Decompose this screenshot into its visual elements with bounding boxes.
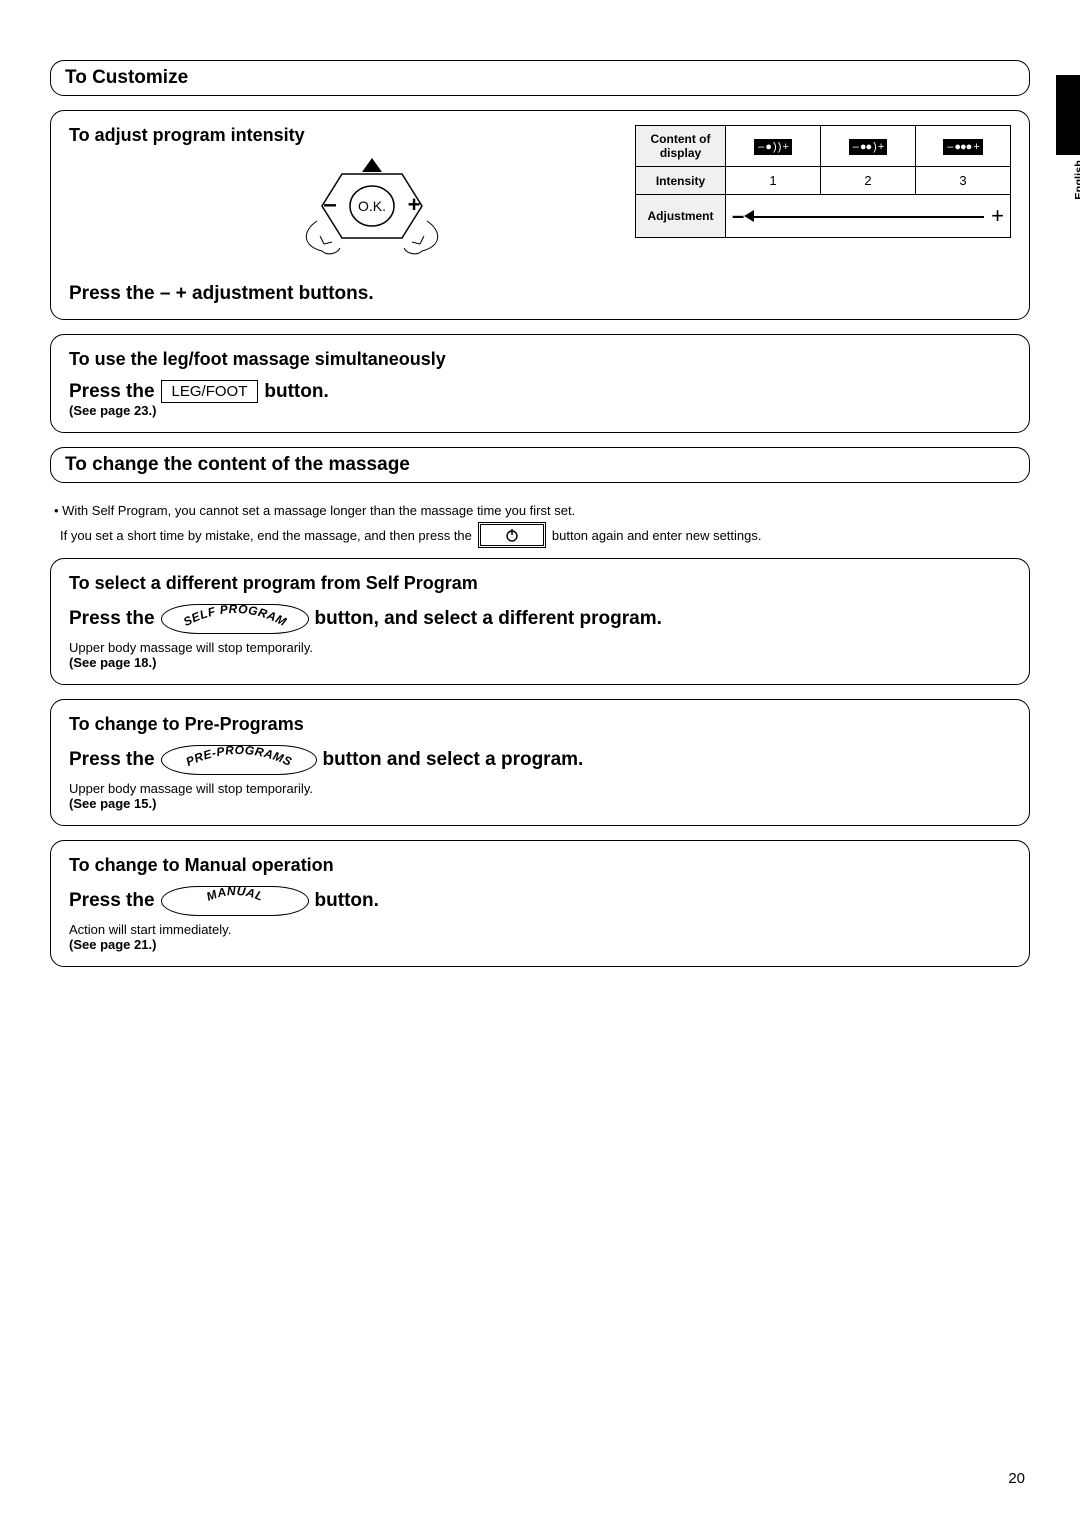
pre-programs-button[interactable]: PRE-PROGRAMS bbox=[161, 745, 317, 775]
intensity-value-2: 2 bbox=[821, 167, 916, 195]
self-program-press: Press the bbox=[69, 608, 155, 630]
pre-programs-heading: To change to Pre-Programs bbox=[69, 714, 1011, 735]
self-program-note: Upper body massage will stop temporarily… bbox=[69, 640, 1011, 655]
controller-illustration: O.K. – + bbox=[272, 156, 472, 266]
pre-programs-panel: To change to Pre-Programs Press the PRE-… bbox=[50, 699, 1030, 826]
intensity-heading: To adjust program intensity bbox=[69, 125, 635, 146]
manual-panel: To change to Manual operation Press the … bbox=[50, 840, 1030, 967]
svg-text:SELF PROGRAM: SELF PROGRAM bbox=[181, 605, 289, 629]
intensity-row-label: Intensity bbox=[636, 167, 726, 195]
manual-note: Action will start immediately. bbox=[69, 922, 1011, 937]
to-customize-title: To Customize bbox=[50, 60, 1030, 96]
intensity-panel: To adjust program intensity O.K. – + bbox=[50, 110, 1030, 320]
power-button[interactable] bbox=[478, 522, 546, 548]
adjustment-row-label: Adjustment bbox=[636, 195, 726, 238]
power-icon bbox=[505, 528, 519, 542]
svg-text:PRE-PROGRAMS: PRE-PROGRAMS bbox=[183, 746, 294, 769]
manual-press: Press the bbox=[69, 890, 155, 912]
change-note-2b: button again and enter new settings. bbox=[552, 528, 762, 543]
page-number: 20 bbox=[1008, 1470, 1025, 1487]
pre-programs-note: Upper body massage will stop temporarily… bbox=[69, 781, 1011, 796]
svg-text:MANUAL: MANUAL bbox=[204, 887, 265, 904]
svg-text:+: + bbox=[408, 192, 421, 217]
manual-heading: To change to Manual operation bbox=[69, 855, 1011, 876]
display-cell-2: – ●● ) + bbox=[821, 126, 916, 167]
intensity-table: Content of display – ● ) ) + – ●● ) + – … bbox=[635, 125, 1011, 238]
legfoot-panel: To use the leg/foot massage simultaneous… bbox=[50, 334, 1030, 433]
side-tab bbox=[1056, 75, 1080, 155]
pre-programs-after: button and select a program. bbox=[323, 749, 584, 771]
pre-programs-arc: PRE-PROGRAMS bbox=[180, 746, 298, 772]
change-note-2a: If you set a short time by mistake, end … bbox=[60, 528, 472, 543]
manual-see: (See page 21.) bbox=[69, 937, 1011, 952]
legfoot-after: button. bbox=[264, 381, 328, 403]
manual-after: button. bbox=[315, 890, 379, 912]
change-note-1: • With Self Program, you cannot set a ma… bbox=[54, 503, 1030, 518]
ok-label: O.K. bbox=[358, 198, 386, 214]
intensity-value-1: 1 bbox=[726, 167, 821, 195]
content-of-display-label: Content of display bbox=[636, 126, 726, 167]
self-program-after: button, and select a different program. bbox=[315, 608, 662, 630]
display-cell-3: – ●●● + bbox=[916, 126, 1011, 167]
press-adjustment-instruction: Press the – + adjustment buttons. bbox=[69, 283, 1011, 305]
manual-arc: MANUAL bbox=[190, 887, 280, 913]
self-program-heading: To select a different program from Self … bbox=[69, 573, 1011, 594]
self-program-panel: To select a different program from Self … bbox=[50, 558, 1030, 685]
pre-programs-see: (See page 15.) bbox=[69, 796, 1011, 811]
intensity-value-3: 3 bbox=[916, 167, 1011, 195]
change-content-title: To change the content of the massage bbox=[50, 447, 1030, 483]
legfoot-see: (See page 23.) bbox=[69, 403, 1011, 418]
self-program-button[interactable]: SELF PROGRAM bbox=[161, 604, 309, 634]
self-program-see: (See page 18.) bbox=[69, 655, 1011, 670]
manual-button[interactable]: MANUAL bbox=[161, 886, 309, 916]
legfoot-heading: To use the leg/foot massage simultaneous… bbox=[69, 349, 1011, 370]
self-program-arc: SELF PROGRAM bbox=[180, 605, 290, 631]
language-label: English bbox=[1074, 160, 1080, 200]
pre-programs-press: Press the bbox=[69, 749, 155, 771]
legfoot-button[interactable]: LEG/FOOT bbox=[161, 380, 259, 403]
adjustment-range: – + bbox=[726, 195, 1011, 238]
legfoot-press: Press the bbox=[69, 381, 155, 403]
display-cell-1: – ● ) ) + bbox=[726, 126, 821, 167]
svg-text:–: – bbox=[323, 191, 336, 218]
